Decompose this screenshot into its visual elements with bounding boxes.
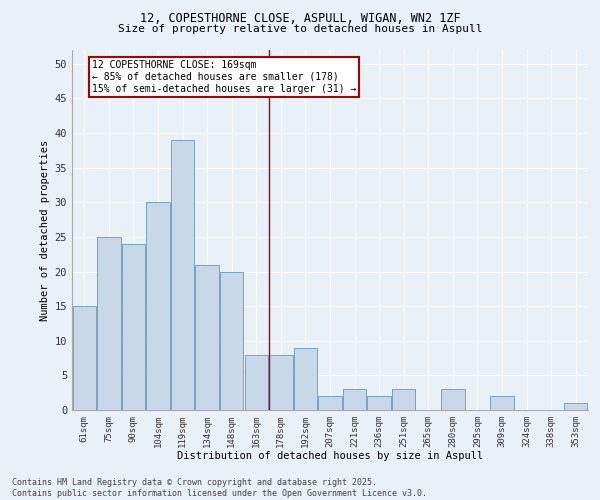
Text: Size of property relative to detached houses in Aspull: Size of property relative to detached ho… (118, 24, 482, 34)
Bar (564, 403, 587, 410)
Bar (196, 264, 219, 410)
Bar (73, 306, 96, 410)
Bar (269, 354, 293, 410)
Bar (122, 244, 145, 410)
Bar (392, 389, 415, 410)
Bar (146, 202, 170, 410)
Bar (245, 354, 268, 410)
Bar (490, 396, 514, 410)
Bar (97, 237, 121, 410)
Bar (441, 389, 464, 410)
Bar (171, 140, 194, 410)
Bar (367, 396, 391, 410)
Text: 12 COPESTHORNE CLOSE: 169sqm
← 85% of detached houses are smaller (178)
15% of s: 12 COPESTHORNE CLOSE: 169sqm ← 85% of de… (92, 60, 356, 94)
Bar (319, 396, 341, 410)
Bar (343, 389, 366, 410)
Text: Contains HM Land Registry data © Crown copyright and database right 2025.
Contai: Contains HM Land Registry data © Crown c… (12, 478, 427, 498)
X-axis label: Distribution of detached houses by size in Aspull: Distribution of detached houses by size … (177, 452, 483, 462)
Text: 12, COPESTHORNE CLOSE, ASPULL, WIGAN, WN2 1ZF: 12, COPESTHORNE CLOSE, ASPULL, WIGAN, WN… (140, 12, 460, 26)
Bar (294, 348, 317, 410)
Bar (220, 272, 244, 410)
Y-axis label: Number of detached properties: Number of detached properties (40, 140, 50, 320)
